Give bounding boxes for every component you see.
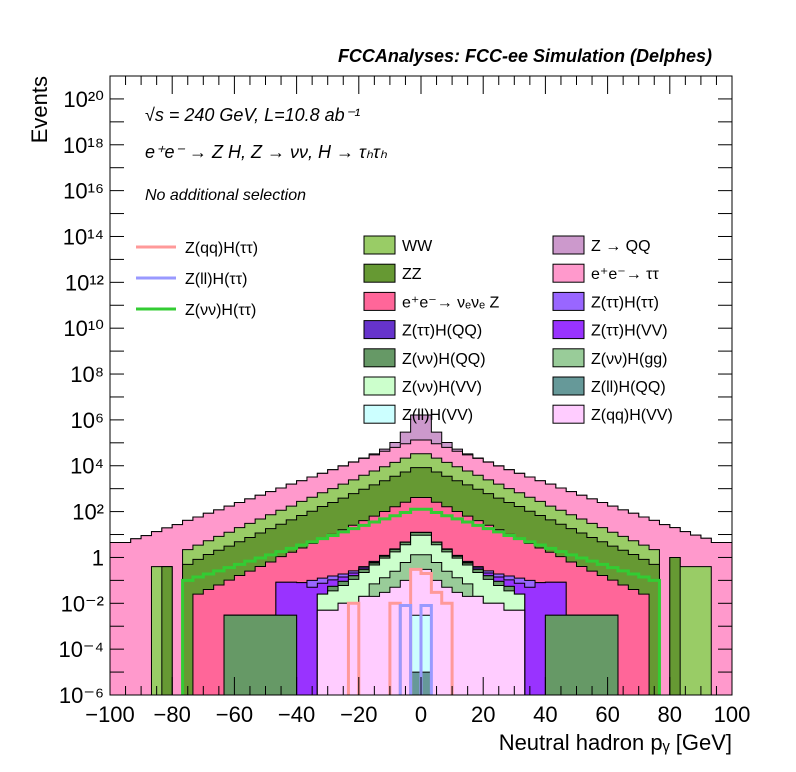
- line-z-qq-h-0: [346, 567, 454, 695]
- legend-label: WW: [402, 238, 433, 255]
- y-tick-label: 10¹⁶: [63, 179, 104, 204]
- legend-label: Z(ττ)H(QQ): [402, 323, 482, 340]
- y-tick-label: 10¹⁰: [63, 316, 104, 341]
- legend-swatch: [552, 404, 585, 424]
- legend-swatch: [363, 376, 396, 396]
- legend-label: Z(νν)H(ττ): [185, 302, 256, 319]
- x-tick-label: −20: [340, 702, 377, 727]
- process-annotation: e⁺e⁻ → Z H, Z → νν, H → τₕτₕ: [145, 142, 388, 162]
- legend-swatch: [363, 320, 396, 340]
- legend-swatch: [363, 348, 396, 368]
- legend-swatch: [363, 291, 396, 311]
- y-tick-label: 10¹⁸: [63, 133, 104, 158]
- x-tick-label: 40: [533, 702, 557, 727]
- x-tick-label: −60: [216, 702, 253, 727]
- legend-label: Z(qq)H(ττ): [185, 240, 258, 257]
- y-tick-label: 10⁶: [70, 408, 104, 433]
- legend-swatch: [552, 235, 585, 255]
- y-tick-label: 10¹⁴: [63, 224, 104, 249]
- legend-label: Z(ll)H(ττ): [185, 271, 247, 288]
- y-axis-label: Events: [27, 76, 52, 143]
- legend-label: Z(νν)H(VV): [402, 379, 482, 396]
- y-tick-label: 1: [92, 545, 104, 570]
- x-tick-label: 0: [415, 702, 427, 727]
- y-tick-label: 10⁻²: [61, 591, 104, 616]
- legend-swatch: [552, 291, 585, 311]
- legend-swatch: [363, 235, 396, 255]
- legend-label: Z(ττ)H(VV): [591, 323, 668, 340]
- legend-label: ZZ: [402, 266, 422, 283]
- legend-label: Z(νν)H(gg): [591, 351, 667, 368]
- legend-swatch: [552, 320, 585, 340]
- y-tick-label: 10¹²: [65, 270, 104, 295]
- y-tick-label: 10⁻⁶: [59, 683, 104, 708]
- y-tick-label: 10²⁰: [63, 87, 104, 112]
- x-tick-label: 20: [471, 702, 495, 727]
- x-tick-label: −40: [278, 702, 315, 727]
- x-tick-label: −80: [154, 702, 191, 727]
- legend-label: e⁺e⁻→ ττ: [591, 266, 659, 283]
- legend-label: Z(ττ)H(ττ): [591, 294, 659, 311]
- overlay-lines: [181, 507, 661, 695]
- energy-luminosity-annotation: √s = 240 GeV, L=10.8 ab⁻¹: [145, 105, 360, 125]
- y-tick-label: 10²: [72, 500, 104, 525]
- x-tick-label: 100: [714, 702, 751, 727]
- legend-swatch: [552, 348, 585, 368]
- legend-label: e⁺e⁻→ νₑνₑ Z: [402, 294, 499, 311]
- legend-swatch: [552, 376, 585, 396]
- x-tick-label: −100: [85, 702, 135, 727]
- y-tick-label: 10⁴: [70, 454, 104, 479]
- legend-label: Z → QQ: [591, 238, 651, 255]
- legend-label: Z(ll)H(QQ): [591, 379, 666, 396]
- x-tick-label: 80: [658, 702, 682, 727]
- y-tick-label: 10⁻⁴: [58, 637, 104, 662]
- legend-swatch: [552, 263, 585, 283]
- legend-swatch: [363, 263, 396, 283]
- legend-label: Z(qq)H(VV): [591, 407, 673, 424]
- legend-swatch: [363, 404, 396, 424]
- axes: −100 −80 −60 −40 −20 0 20 40 60 80 100 10⁻⁶ 10⁻⁴ 10⁻²…: [58, 75, 751, 727]
- selection-annotation: No additional selection: [145, 187, 306, 204]
- x-tick-label: 60: [595, 702, 619, 727]
- legend-label: Z(ll)H(VV): [402, 407, 473, 424]
- legend-label: Z(νν)H(QQ): [402, 351, 486, 368]
- y-tick-label: 10⁸: [70, 362, 104, 387]
- x-axis-label: Neutral hadron pᵧ [GeV]: [499, 730, 732, 755]
- chart-title: FCCAnalyses: FCC-ee Simulation (Delphes): [338, 46, 712, 66]
- plot-frame: [109, 75, 733, 696]
- legend: Z(qq)H(ττ) Z(ll)H(ττ) Z(νν)H(ττ) WW ZZ e⁺e⁻→ …: [136, 235, 673, 424]
- line-z-h-2: [181, 507, 661, 695]
